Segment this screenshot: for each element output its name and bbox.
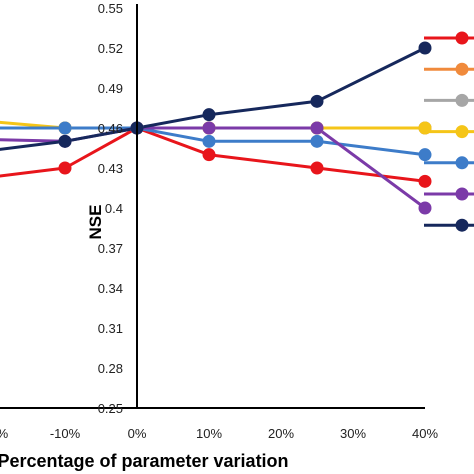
y-tick-label: 0.25 <box>98 401 123 416</box>
data-point <box>202 121 216 135</box>
y-tick-label: 0.46 <box>98 121 123 136</box>
y-tick-label: 0.49 <box>98 81 123 96</box>
data-point <box>418 201 432 215</box>
legend-marker <box>455 31 469 45</box>
x-tick-label: 20% <box>268 426 294 441</box>
legend-marker <box>455 156 469 170</box>
legend-marker <box>455 187 469 201</box>
data-point <box>58 161 72 175</box>
data-point <box>202 108 216 122</box>
legend-marker <box>455 62 469 76</box>
legend <box>424 31 474 232</box>
x-tick-label: 10% <box>196 426 222 441</box>
x-tick-label: 0% <box>128 426 147 441</box>
axes <box>0 4 425 409</box>
y-tick-label: 0.34 <box>98 281 123 296</box>
legend-marker <box>455 218 469 232</box>
data-point <box>418 174 432 188</box>
data-point <box>310 134 324 148</box>
y-tick-label: 0.37 <box>98 241 123 256</box>
y-tick-label: 0.55 <box>98 1 123 16</box>
y-tick-label: 0.43 <box>98 161 123 176</box>
x-tick-labels: -40%-30%-20%-10%0%10%20%30%40% <box>0 426 438 441</box>
data-point <box>202 148 216 162</box>
x-tick-label: 30% <box>340 426 366 441</box>
x-axis-title: Percentage of parameter variation <box>0 451 289 471</box>
data-point <box>58 121 72 135</box>
data-point <box>202 134 216 148</box>
legend-marker <box>455 93 469 107</box>
data-point <box>418 41 432 55</box>
x-tick-label: -20% <box>0 426 9 441</box>
x-tick-label: -10% <box>50 426 81 441</box>
legend-marker <box>455 125 469 139</box>
data-point <box>310 94 324 108</box>
data-point <box>418 148 432 162</box>
y-tick-label: 0.31 <box>98 321 123 336</box>
y-tick-label: 0.28 <box>98 361 123 376</box>
y-tick-labels: 0.25 0.28 0.31 0.34 0.37 0.4 0.43 0.46 0.49 0.52 0… <box>98 1 123 416</box>
data-point <box>310 121 324 135</box>
data-point <box>310 161 324 175</box>
y-tick-label: 0.52 <box>98 41 123 56</box>
x-tick-label: 40% <box>412 426 438 441</box>
y-tick-label: 0.4 <box>105 201 123 216</box>
data-point <box>58 134 72 148</box>
y-axis-title: NSE <box>86 205 105 240</box>
